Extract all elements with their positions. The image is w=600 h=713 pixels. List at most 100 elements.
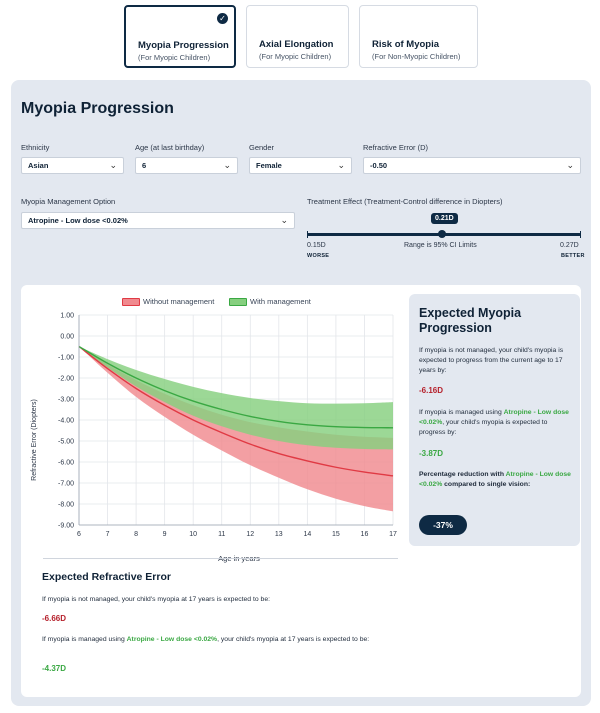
management-option-select[interactable]: Atropine - Low dose <0.02% ⌄ — [21, 212, 295, 229]
refractive-error-select[interactable]: -0.50 ⌄ — [363, 157, 581, 174]
chevron-down-icon: ⌄ — [280, 215, 288, 225]
age-value: 6 — [142, 161, 147, 170]
gender-select[interactable]: Female ⌄ — [249, 157, 352, 174]
y-tick-label: -4.00 — [58, 418, 74, 425]
chevron-down-icon: ⌄ — [337, 160, 345, 170]
management-option-label: Myopia Management Option — [21, 197, 116, 206]
y-tick-label: -3.00 — [58, 397, 74, 404]
y-tick-label: -8.00 — [58, 502, 74, 509]
chevron-down-icon: ⌄ — [109, 160, 117, 170]
chevron-down-icon: ⌄ — [223, 160, 231, 170]
page-title: Myopia Progression — [21, 100, 174, 117]
treatment-effect-label: Treatment Effect (Treatment-Control diff… — [307, 197, 503, 206]
ethnicity-value: Asian — [28, 161, 49, 170]
slider-min-tick — [307, 231, 308, 238]
not-managed-value: -6.16D — [419, 386, 444, 395]
refractive-not-managed-text: If myopia is not managed, your child's m… — [42, 596, 270, 603]
chevron-down-icon: ⌄ — [566, 160, 574, 170]
line-with-management — [78, 345, 394, 429]
ethnicity-label: Ethnicity — [21, 143, 50, 152]
tab-subtitle: (For Myopic Children) — [138, 53, 211, 62]
refractive-error-value: -0.50 — [370, 161, 388, 170]
tab-title: Axial Elongation — [259, 39, 334, 50]
reduction-option: Atropine - Low dose <0.02% — [419, 471, 571, 488]
x-tick-label: 16 — [361, 531, 369, 538]
managed-option: Atropine - Low dose <0.02% — [419, 409, 569, 426]
divider — [43, 558, 398, 559]
x-tick-label: 12 — [246, 531, 254, 538]
reduction-text: Percentage reduction with Atropine - Low… — [419, 470, 571, 490]
managed-text-post: , your child's myopia is expected to pro… — [419, 419, 548, 436]
slider-range-text: Range is 95% CI Limits — [404, 242, 477, 249]
not-managed-text: If myopia is not managed, your child's m… — [419, 347, 564, 374]
tab-myopia-progression[interactable]: ✓ Myopia Progression (For Myopic Childre… — [124, 5, 236, 68]
legend-without-management[interactable]: Without management — [122, 297, 214, 306]
gender-label: Gender — [249, 143, 275, 152]
chart-axes: 1.00 0.00 -1.00 -2.00 -3.00 -4.00 -5.00 -6.00 -7… — [58, 313, 397, 539]
refractive-managed-text: If myopia is managed using Atropine - Lo… — [42, 635, 402, 645]
refractive-managed-value: -4.37D — [42, 664, 67, 673]
refractive-error-title: Expected Refractive Error — [42, 571, 171, 583]
managed-text: If myopia is managed using Atropine - Lo… — [419, 408, 571, 438]
y-tick-label: -1.00 — [58, 355, 74, 362]
slider-worse-label: WORSE — [307, 253, 330, 259]
legend-swatch-green — [229, 297, 247, 306]
refractive-not-managed-value: -6.66D — [42, 614, 67, 623]
myopia-progression-panel: Myopia Progression Ethnicity Asian ⌄ Age… — [11, 80, 591, 706]
ethnicity-select[interactable]: Asian ⌄ — [21, 157, 124, 174]
x-tick-label: 13 — [275, 531, 283, 538]
tab-subtitle: (For Non-Myopic Children) — [372, 52, 461, 61]
refractive-managed-post: , your child's myopia at 17 years is exp… — [217, 636, 370, 643]
check-icon: ✓ — [217, 13, 228, 24]
y-tick-label: -5.00 — [58, 439, 74, 446]
x-tick-label: 9 — [163, 531, 167, 538]
managed-value: -3.87D — [419, 449, 444, 458]
x-tick-label: 14 — [303, 531, 311, 538]
x-tick-label: 17 — [389, 531, 397, 538]
slider-min-label: 0.15D — [307, 242, 326, 249]
y-tick-label: -2.00 — [58, 376, 74, 383]
age-select[interactable]: 6 ⌄ — [135, 157, 238, 174]
reduction-text-pre: Percentage reduction with — [419, 471, 506, 478]
slider-max-label: 0.27D — [560, 242, 579, 249]
tab-risk-of-myopia[interactable]: Risk of Myopia (For Non-Myopic Children) — [359, 5, 478, 68]
reduction-badge: -37% — [419, 515, 467, 535]
reduction-text-post: compared to single vision: — [442, 481, 531, 488]
slider-value-bubble: 0.21D — [431, 213, 458, 224]
tab-title: Myopia Progression — [138, 40, 229, 51]
legend-label: Without management — [143, 297, 215, 306]
y-tick-label: 1.00 — [60, 313, 74, 320]
x-tick-label: 8 — [134, 531, 138, 538]
y-tick-label: -9.00 — [58, 523, 74, 530]
chart-lines — [78, 345, 394, 477]
gender-value: Female — [256, 161, 282, 170]
legend-with-management[interactable]: With management — [229, 297, 311, 306]
slider-better-label: BETTER — [561, 253, 585, 259]
progression-chart: 1.00 0.00 -1.00 -2.00 -3.00 -4.00 -5.00 -6.00 -7… — [31, 313, 397, 564]
results-card: Without management With management 1.00 0… — [21, 285, 581, 697]
age-label: Age (at last birthday) — [135, 143, 205, 152]
managed-text-pre: If myopia is managed using — [419, 409, 504, 416]
tab-subtitle: (For Myopic Children) — [259, 52, 332, 61]
expected-title: Expected Myopia Progression — [419, 306, 522, 335]
slider-handle[interactable] — [438, 230, 446, 238]
x-tick-label: 6 — [77, 531, 81, 538]
refractive-managed-pre: If myopia is managed using — [42, 636, 127, 643]
legend-label: With management — [250, 297, 311, 306]
refractive-managed-option: Atropine - Low dose <0.02% — [126, 636, 218, 643]
management-option-value: Atropine - Low dose <0.02% — [28, 216, 128, 225]
x-tick-label: 15 — [332, 531, 340, 538]
line-without-management — [78, 345, 394, 477]
chart-bands — [79, 346, 393, 512]
x-tick-label: 10 — [189, 531, 197, 538]
y-tick-label: -7.00 — [58, 481, 74, 488]
refractive-error-label: Refractive Error (D) — [363, 143, 429, 152]
y-tick-label: 0.00 — [60, 334, 74, 341]
tab-axial-elongation[interactable]: Axial Elongation (For Myopic Children) — [246, 5, 349, 68]
tab-title: Risk of Myopia — [372, 39, 440, 50]
expected-progression-box: Expected Myopia Progression If myopia is… — [409, 294, 580, 546]
legend-swatch-red — [122, 297, 140, 306]
band-with-management — [79, 346, 393, 450]
y-tick-label: -6.00 — [58, 460, 74, 467]
x-tick-label: 7 — [106, 531, 110, 538]
